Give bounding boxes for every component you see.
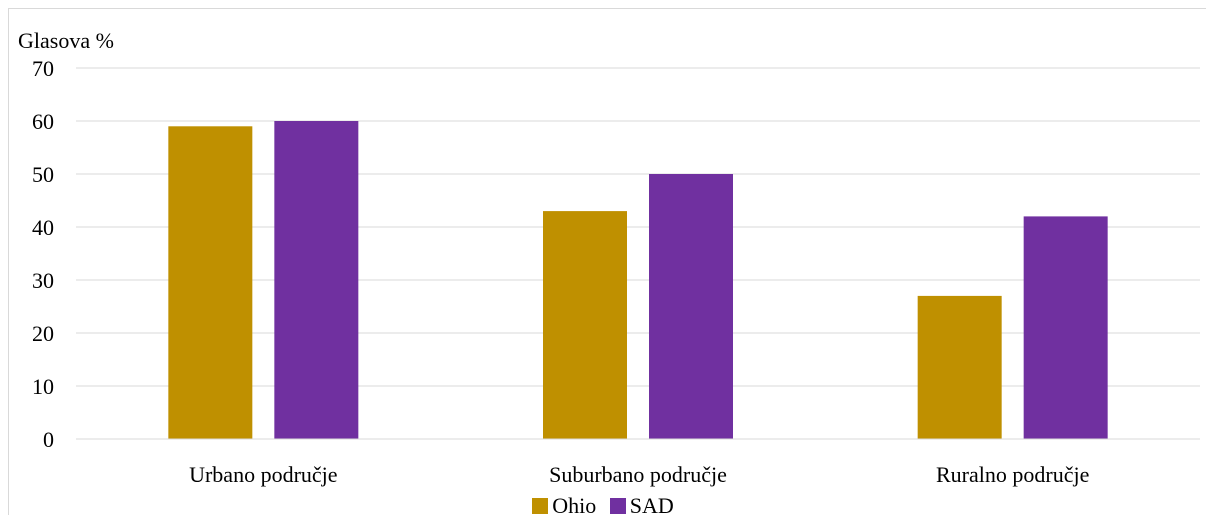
y-tick-label: 40 xyxy=(32,215,54,240)
bar-sad-1 xyxy=(649,174,733,439)
y-tick-label: 30 xyxy=(32,268,54,293)
y-axis-title: Glasova % xyxy=(18,28,114,53)
x-category-label: Suburbano područje xyxy=(549,462,727,487)
bar-sad-0 xyxy=(274,121,359,439)
bar-ohio-0 xyxy=(168,126,253,440)
x-category-label: Urbano područje xyxy=(189,462,337,487)
bar-ohio-1 xyxy=(543,211,627,439)
y-tick-label: 70 xyxy=(32,56,54,81)
x-category-label: Ruralno područje xyxy=(936,462,1089,487)
y-tick-label: 0 xyxy=(43,427,54,452)
legend-item-ohio[interactable]: Ohio xyxy=(532,493,596,519)
gridlines xyxy=(76,67,1200,387)
y-tick-label: 50 xyxy=(32,162,54,187)
chart-frame xyxy=(8,8,1206,515)
x-axis-labels: Urbano područje Suburbano područje Ruralno… xyxy=(189,462,1089,487)
bars xyxy=(168,121,1108,440)
legend-swatch-ohio xyxy=(532,498,549,514)
bar-ohio-2 xyxy=(917,295,1002,439)
legend-label-ohio: Ohio xyxy=(552,493,597,518)
legend-swatch-sad xyxy=(609,498,626,514)
y-tick-label: 10 xyxy=(32,374,54,399)
y-axis-ticks: 0 10 20 30 40 50 60 70 xyxy=(32,56,54,452)
legend[interactable]: Ohio SAD xyxy=(0,493,1206,520)
y-tick-label: 60 xyxy=(32,109,54,134)
legend-label-sad: SAD xyxy=(629,493,674,518)
y-tick-label: 20 xyxy=(32,321,54,346)
bar-sad-2 xyxy=(1023,216,1108,439)
legend-item-sad[interactable]: SAD xyxy=(609,493,674,519)
